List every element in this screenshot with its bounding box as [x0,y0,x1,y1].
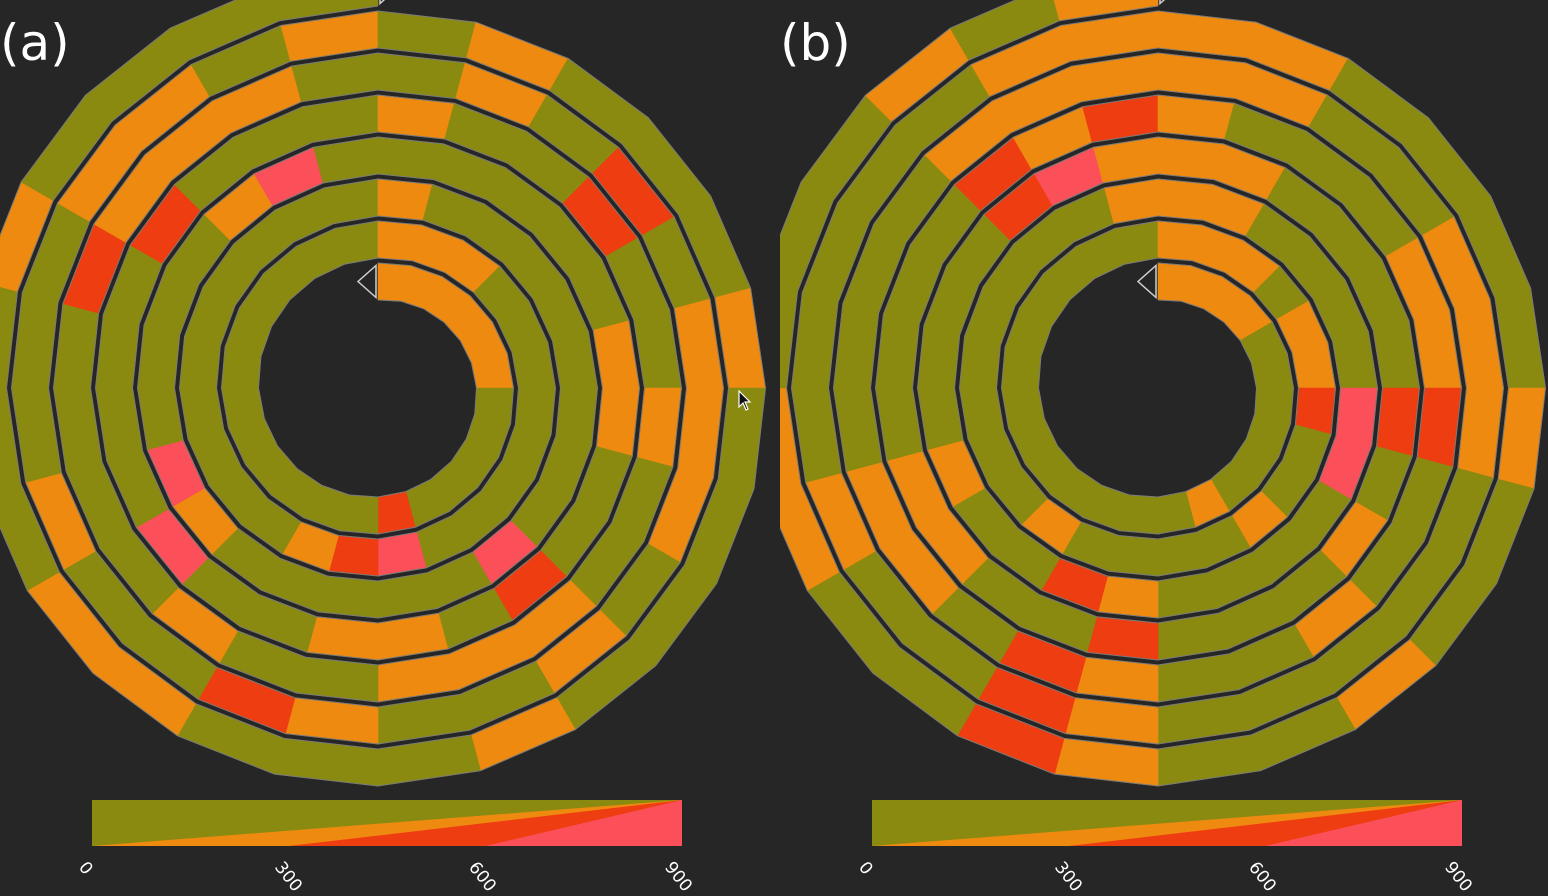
spiral-cell [377,653,460,703]
spiral-cell [1372,320,1420,389]
spiral-edge-outer [0,0,767,787]
spiral-cell [1453,298,1504,389]
spiral-cell [274,738,379,787]
spiral-cell [633,309,682,389]
spiral-cell [377,178,433,221]
spiral-cell [1413,309,1462,389]
spiral-cell [1157,10,1257,59]
spiral-cell [1497,387,1546,490]
color-legend-b [872,800,1462,846]
spiral-cell [291,52,379,103]
spiral-cell [95,387,143,462]
legend-gradient-b [872,800,1462,846]
panel-label-b: (b) [780,14,851,72]
spiral-cell [53,387,103,472]
spiral-cell [1157,694,1251,745]
spiral-cell [377,612,449,661]
spiral-panel-b: (b) 0 300 600 900 [780,0,1548,896]
spiral-cell [137,324,181,389]
spiral-cell [313,136,379,184]
spiral-cell [1097,575,1159,619]
spiral-cell [959,387,1005,440]
spiral-cell [302,94,379,143]
spiral-cell [1157,136,1224,180]
spiral-cell [1157,653,1240,703]
spiral-cell [917,324,961,389]
spiral-cell [179,387,225,440]
spiral-start-marker-icon [356,263,377,300]
spiral-cell [377,694,471,745]
spiral-cell [1157,612,1229,661]
legend-band-very-high [485,800,682,846]
spiral-end-marker-icon [379,0,386,6]
spiral-cell [317,575,379,619]
spiral-cell [1054,738,1159,787]
spiral-cell [791,292,839,389]
spiral-cell [673,298,724,389]
spiral-cell [285,697,379,745]
spiral-cell [1093,136,1159,184]
spiral-cell [1416,387,1462,468]
spiral-panel-a: (a) 0 300 600 900 [0,0,774,896]
spiral-edge-outer [780,0,1547,787]
spiral-cell [377,10,477,59]
spiral-cell [1065,697,1159,745]
spiral-start-marker-icon [1136,263,1157,300]
spiral-cell [1082,94,1159,143]
spiral-edge-inner [785,5,1510,750]
spiral-cell [875,387,923,462]
color-legend-a [92,800,682,846]
spiral-cell [1335,387,1378,446]
spiral-cell [377,136,444,180]
spiral-edge-inner [5,5,730,750]
spiral-cell [1071,52,1159,103]
legend-gradient-a [92,800,682,846]
spiral-cell [555,387,598,446]
spiral-cell [1157,178,1213,221]
spiral-cell [11,292,59,389]
spiral-cell [592,320,640,389]
spiral-chart-a [0,0,767,787]
spiral-cell [636,387,682,468]
spiral-chart-b [780,0,1547,787]
mouse-cursor-icon [738,390,752,411]
spiral-cell [833,387,883,472]
spiral-end-marker-icon [1159,0,1166,6]
panel-label-a: (a) [0,14,70,72]
